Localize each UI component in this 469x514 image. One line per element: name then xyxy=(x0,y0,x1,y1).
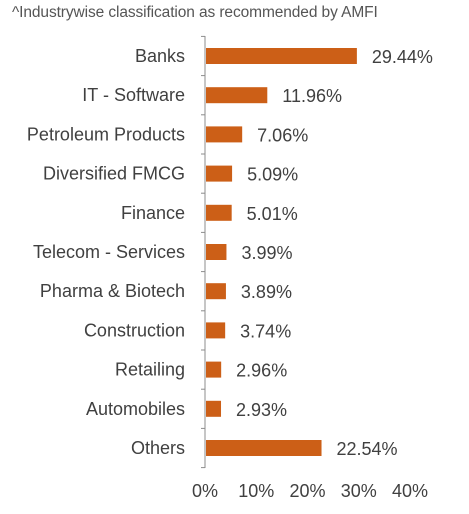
x-tick-label: 10% xyxy=(238,481,274,501)
bar xyxy=(206,440,322,456)
value-label: 5.09% xyxy=(247,165,298,185)
category-label: Banks xyxy=(135,46,185,66)
category-label: Automobiles xyxy=(86,399,185,419)
bar xyxy=(206,126,243,143)
bar xyxy=(206,204,232,221)
bar xyxy=(206,283,226,300)
bar xyxy=(206,361,222,378)
category-label: Construction xyxy=(84,320,185,340)
value-label: 29.44% xyxy=(372,47,433,67)
x-tick-label: 0% xyxy=(192,481,218,501)
value-label: 2.93% xyxy=(236,400,287,420)
x-tick-label: 40% xyxy=(392,481,428,501)
value-label: 5.01% xyxy=(247,204,298,224)
x-tick-label: 20% xyxy=(289,481,325,501)
category-label: IT - Software xyxy=(82,85,185,105)
value-label: 11.96% xyxy=(282,86,342,106)
bar xyxy=(206,322,226,339)
bar xyxy=(206,244,227,260)
category-label: Telecom - Services xyxy=(33,242,185,262)
value-label: 3.89% xyxy=(241,282,292,302)
bar xyxy=(206,165,233,182)
bar xyxy=(206,400,222,417)
value-label: 7.06% xyxy=(257,125,308,145)
x-tick-label: 30% xyxy=(341,481,377,501)
classification-note: ^Industrywise classification as recommen… xyxy=(12,4,378,21)
bar xyxy=(206,87,268,104)
value-label: 3.74% xyxy=(240,321,291,341)
value-label: 2.96% xyxy=(236,361,287,381)
category-label: Pharma & Biotech xyxy=(40,281,185,301)
value-label: 3.99% xyxy=(241,243,292,263)
category-label: Diversified FMCG xyxy=(43,164,185,184)
category-label: Others xyxy=(131,438,185,458)
category-label: Retailing xyxy=(115,360,185,380)
bar xyxy=(206,48,357,64)
value-label: 22.54% xyxy=(337,439,398,459)
category-label: Finance xyxy=(121,203,185,223)
category-label: Petroleum Products xyxy=(27,124,185,144)
